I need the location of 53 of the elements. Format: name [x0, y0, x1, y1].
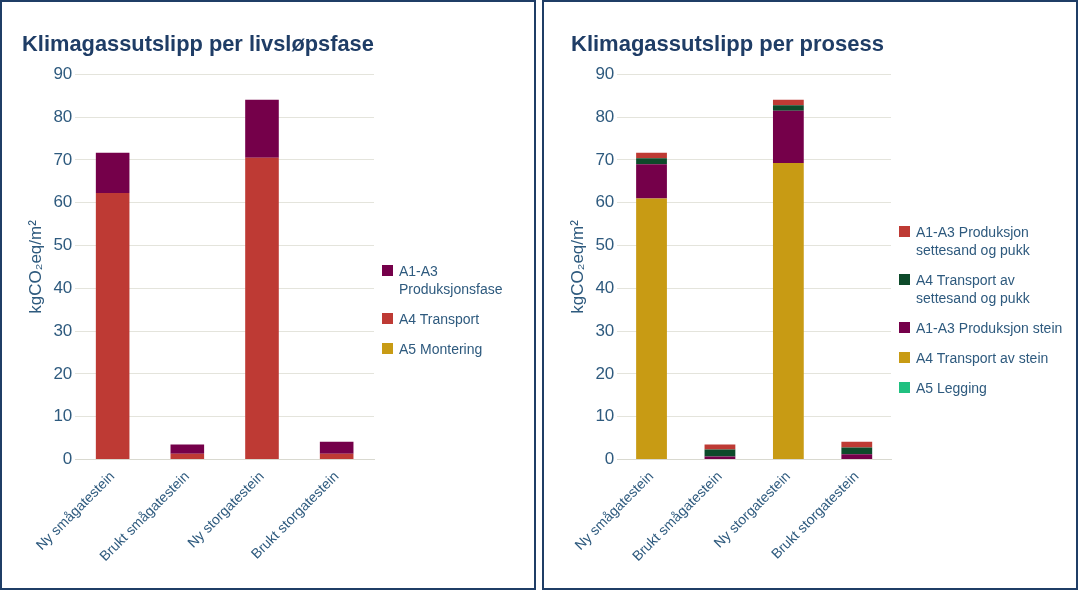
y-tick-label: 40	[595, 277, 615, 297]
legend-label: A4 Transport av settesand og pukk	[916, 271, 1031, 307]
legend-label: A5 Legging	[916, 379, 987, 397]
bar	[95, 152, 130, 193]
bar	[245, 99, 279, 158]
y-tick-label: 70	[53, 149, 73, 169]
y-tick-label: 90	[595, 64, 615, 84]
y-tick-label: 30	[595, 320, 615, 340]
bar	[319, 441, 354, 454]
legend-label: A5 Montering	[399, 340, 483, 358]
bar	[772, 99, 804, 106]
y-tick-label: 90	[53, 64, 73, 84]
bar	[841, 454, 873, 459]
bar	[245, 157, 279, 459]
chart-title: Klimagassutslipp per prosess	[571, 31, 884, 57]
chart-title: Klimagassutslipp per livsløpsfase	[22, 31, 374, 57]
y-tick-label: 10	[595, 406, 615, 426]
y-tick-label: 50	[595, 235, 615, 255]
bar	[319, 453, 354, 459]
bar	[704, 456, 736, 459]
bar	[772, 110, 804, 163]
legend-label: A1-A3 Produksjon stein	[916, 319, 1063, 337]
y-axis-title: kgCO₂eq/m²	[567, 219, 587, 314]
y-tick-label: 20	[595, 363, 615, 383]
y-tick-label: 30	[53, 320, 73, 340]
y-tick-label: 60	[53, 192, 73, 212]
bar	[95, 192, 130, 459]
bar	[636, 152, 667, 159]
y-tick-label: 80	[53, 106, 73, 126]
y-tick-label: 0	[62, 449, 73, 469]
legend-label: A4 Transport	[399, 310, 480, 328]
bar	[636, 198, 667, 459]
y-tick-label: 40	[53, 277, 73, 297]
legend-label: A1-A3 Produksjonsfase	[399, 262, 504, 298]
y-tick-label: 80	[595, 106, 615, 126]
legend-label: A1-A3 Produksjon settesand og pukk	[916, 223, 1031, 259]
bar	[636, 158, 667, 165]
bar	[772, 162, 804, 459]
y-axis-title: kgCO₂eq/m²	[25, 219, 45, 314]
bar	[170, 453, 205, 459]
bar	[704, 444, 736, 450]
y-tick-label: 50	[53, 235, 73, 255]
bar	[772, 105, 804, 111]
bar	[841, 447, 873, 455]
y-tick-label: 10	[53, 406, 73, 426]
bar	[841, 441, 873, 448]
y-tick-label: 0	[604, 449, 615, 469]
y-tick-label: 20	[53, 363, 73, 383]
y-tick-label: 70	[595, 149, 615, 169]
legend-label: A4 Transport av stein	[916, 349, 1049, 367]
y-tick-label: 60	[595, 192, 615, 212]
bar	[636, 164, 667, 199]
bar	[170, 444, 205, 454]
